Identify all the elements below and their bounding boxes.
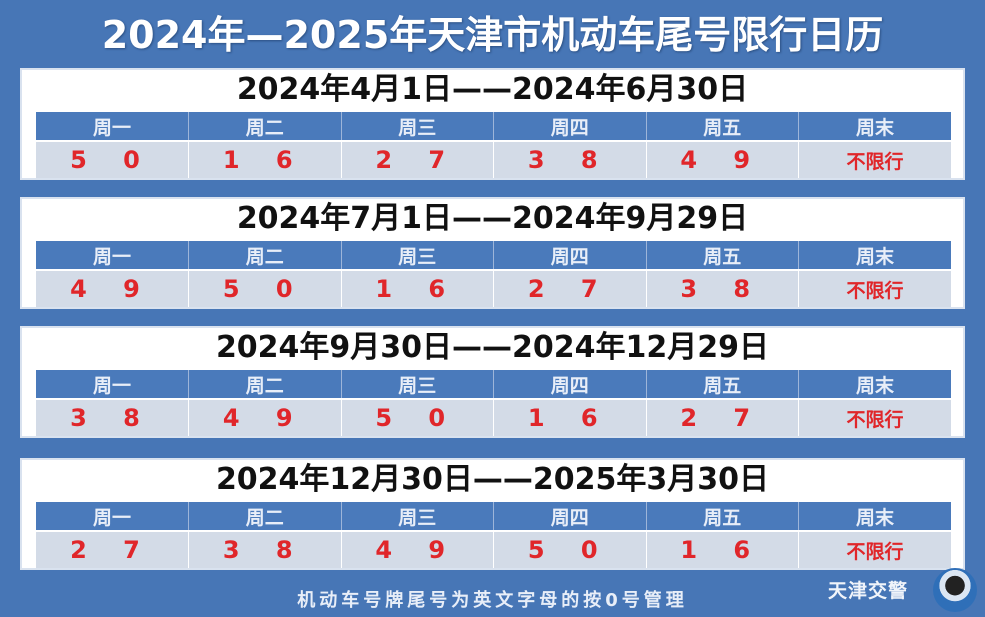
weekday-header: 周二 [188,112,342,141]
weekday-header: 周末 [798,370,951,399]
weekday-header: 周二 [188,241,342,270]
restricted-digits-cell: 3 8 [36,398,189,436]
weekday-header: 周末 [798,112,951,141]
no-restriction-cell: 不限行 [798,398,951,436]
restricted-digits-cell: 3 8 [188,530,342,568]
brand-name: 天津交警 [828,580,909,602]
weekday-header: 周三 [341,370,494,399]
restricted-digits-cell: 1 6 [341,269,494,307]
period-range: 2024年9月30日——2024年12月29日 [215,330,770,365]
restricted-digits-cell: 3 8 [493,140,647,178]
weekday-header: 周五 [646,370,799,399]
weekday-header: 周五 [646,241,799,270]
restricted-digits-cell: 1 6 [188,140,342,178]
restricted-digits-cell: 2 7 [646,398,799,436]
weekday-header: 周四 [493,112,647,141]
weekday-header: 周五 [646,112,799,141]
restricted-digits-cell: 1 6 [493,398,647,436]
restricted-digits-cell: 5 0 [36,140,189,178]
restricted-digits-cell: 5 0 [188,269,342,307]
restricted-digits-cell: 5 0 [493,530,647,568]
weekday-header: 周五 [646,502,799,531]
weekday-header-row: 周一 周二 周三 周四 周五 周末 [36,370,951,399]
restricted-digits-cell: 1 6 [646,530,799,568]
weekday-header: 周一 [36,370,189,399]
no-restriction-cell: 不限行 [798,269,951,307]
no-restriction-cell: 不限行 [798,140,951,178]
no-restriction-cell: 不限行 [798,530,951,568]
weekday-header: 周二 [188,370,342,399]
police-logo-icon [933,568,977,612]
weekday-header: 周三 [341,112,494,141]
restricted-digits-cell: 3 8 [646,269,799,307]
weekday-header: 周一 [36,502,189,531]
restricted-digits-cell: 4 9 [646,140,799,178]
restricted-digits-cell: 4 9 [36,269,189,307]
weekday-header-row: 周一 周二 周三 周四 周五 周末 [36,241,951,270]
period-range: 2024年4月1日——2024年6月30日 [236,72,749,107]
restricted-digits-cell: 2 7 [36,530,189,568]
weekday-header: 周一 [36,241,189,270]
period-range: 2024年12月30日——2025年3月30日 [215,462,770,497]
restricted-digits-cell: 5 0 [341,398,494,436]
period-range: 2024年7月1日——2024年9月29日 [236,201,749,236]
weekday-header: 周四 [493,502,647,531]
restricted-digits-cell: 2 7 [341,140,494,178]
footer-note: 机动车号牌尾号为英文字母的按0号管理 [297,590,688,611]
restricted-digits-cell: 4 9 [188,398,342,436]
weekday-header: 周末 [798,241,951,270]
weekday-header: 周四 [493,370,647,399]
weekday-header-row: 周一 周二 周三 周四 周五 周末 [36,502,951,531]
weekday-header: 周三 [341,502,494,531]
weekday-header: 周一 [36,112,189,141]
weekday-header: 周二 [188,502,342,531]
weekday-header: 周三 [341,241,494,270]
weekday-header: 周末 [798,502,951,531]
page-title: 2024年—2025年天津市机动车尾号限行日历 [101,13,884,57]
restricted-digits-cell: 2 7 [493,269,647,307]
weekday-header: 周四 [493,241,647,270]
restricted-digits-cell: 4 9 [341,530,494,568]
weekday-header-row: 周一 周二 周三 周四 周五 周末 [36,112,951,141]
